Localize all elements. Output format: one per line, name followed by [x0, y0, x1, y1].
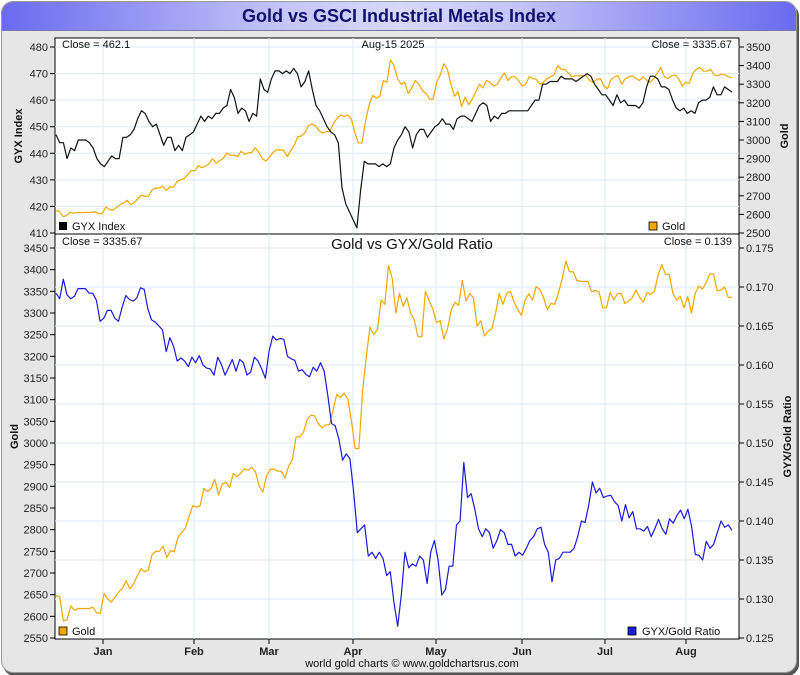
- y-tick-label: 3000: [24, 438, 48, 450]
- y-tick-label: 430: [30, 175, 48, 187]
- legend-swatch-gyx: [59, 222, 67, 230]
- top-panel: 480 470 460 450 440 430 420 410 3500 3400 3300 320…: [13, 37, 791, 240]
- x-tick-label: Feb: [184, 646, 204, 658]
- bottom-plot-area: [54, 233, 740, 640]
- series-line-ratio: [55, 278, 733, 627]
- y-tick-label: 0.170: [746, 282, 774, 294]
- x-tick-label: Aug: [675, 646, 696, 658]
- top-right-axis-title: Gold: [779, 123, 791, 148]
- y-tick-label: 3050: [24, 416, 48, 428]
- top-right-axis: 3500 3400 3300 3200 3100 3000 2900 2800 2700 2600…: [739, 42, 770, 240]
- series-line-gold: [55, 59, 733, 218]
- y-tick-label: 3100: [746, 116, 770, 128]
- y-tick-label: 0.140: [746, 516, 774, 528]
- y-tick-label: 2600: [24, 611, 48, 623]
- bottom-right-axis: 0.175 0.170 0.165 0.160 0.155 0.150 0.145 0.140…: [739, 243, 774, 645]
- y-tick-label: 3150: [24, 373, 48, 385]
- x-axis: Jan Feb Mar Apr May Jun Jul Aug: [94, 639, 697, 658]
- y-tick-label: 2800: [24, 525, 48, 537]
- bottom-panel-title: Gold vs GYX/Gold Ratio: [331, 236, 493, 253]
- y-tick-label: 0.175: [746, 243, 774, 255]
- bottom-left-close-label: Close = 3335.67: [62, 236, 142, 248]
- y-tick-label: 2950: [24, 460, 48, 472]
- y-tick-label: 2900: [24, 481, 48, 493]
- x-tick-label: Apr: [344, 646, 364, 658]
- series-line-gold: [55, 260, 732, 622]
- top-series: [55, 59, 733, 229]
- y-tick-label: 3000: [746, 135, 770, 147]
- x-tick-label: Jul: [597, 646, 613, 658]
- y-tick-label: 0.160: [746, 360, 774, 372]
- y-tick-label: 3350: [24, 286, 48, 298]
- bottom-right-close-label: Close = 0.139: [664, 236, 732, 248]
- y-tick-label: 3100: [24, 395, 48, 407]
- x-tick-label: Jun: [512, 646, 532, 658]
- y-tick-label: 0.125: [746, 633, 774, 645]
- y-tick-label: 480: [30, 42, 48, 54]
- date-label: Aug-15 2025: [362, 39, 425, 51]
- chart-title: Gold vs GSCI Industrial Metals Index: [241, 6, 557, 26]
- y-tick-label: 3450: [24, 243, 48, 255]
- legend-swatch-gold: [58, 626, 68, 636]
- y-tick-label: 3400: [24, 265, 48, 277]
- legend-swatch-gold: [648, 221, 658, 231]
- y-tick-label: 3400: [746, 61, 770, 73]
- y-tick-label: 2650: [24, 590, 48, 602]
- y-tick-label: 3200: [746, 98, 770, 110]
- bottom-gridlines: [55, 234, 739, 639]
- credit-text: world gold charts © www.goldchartsrus.co…: [304, 658, 519, 670]
- y-tick-label: 0.165: [746, 321, 774, 333]
- y-tick-label: 3250: [24, 330, 48, 342]
- legend-label-ratio: GYX/Gold Ratio: [642, 626, 720, 638]
- y-tick-label: 0.135: [746, 555, 774, 567]
- y-tick-label: 2600: [746, 209, 770, 221]
- bottom-series: [55, 260, 733, 627]
- y-tick-label: 0.130: [746, 594, 774, 606]
- y-tick-label: 2500: [746, 228, 770, 240]
- y-tick-label: 3300: [746, 79, 770, 91]
- y-tick-label: 450: [30, 122, 48, 134]
- x-tick-label: May: [425, 646, 447, 658]
- legend-label-gold: Gold: [662, 221, 685, 233]
- y-tick-label: 0.155: [746, 399, 774, 411]
- legend-label-gold: Gold: [72, 626, 95, 638]
- y-tick-label: 0.145: [746, 477, 774, 489]
- top-left-close-label: Close = 462.1: [62, 39, 130, 51]
- y-tick-label: 0.150: [746, 438, 774, 450]
- y-tick-label: 460: [30, 95, 48, 107]
- y-tick-label: 2700: [746, 191, 770, 203]
- x-tick-label: Jan: [94, 646, 113, 658]
- y-tick-label: 2900: [746, 154, 770, 166]
- y-tick-label: 2750: [24, 546, 48, 558]
- y-tick-label: 2700: [24, 568, 48, 580]
- bottom-panel: 3450 3400 3350 3300 3250 3200 3150 3100 3050 3000…: [9, 233, 794, 658]
- legend-swatch-ratio: [627, 626, 637, 636]
- legend-label-gyx: GYX Index: [72, 221, 126, 233]
- top-gridlines: [55, 38, 739, 234]
- bottom-right-axis-title: GYX/Gold Ratio: [782, 395, 794, 477]
- bottom-left-axis: 3450 3400 3350 3300 3250 3200 3150 3100 3050 3000…: [24, 243, 55, 645]
- bottom-left-axis-title: Gold: [9, 424, 21, 449]
- y-tick-label: 410: [30, 228, 48, 240]
- y-tick-label: 2850: [24, 503, 48, 515]
- top-left-axis-title: GYX Index: [13, 108, 25, 164]
- title-bar: Gold vs GSCI Industrial Metals Index: [2, 2, 796, 31]
- top-right-close-label: Close = 3335.67: [652, 39, 732, 51]
- top-plot-area: [54, 37, 740, 235]
- y-tick-label: 3300: [24, 308, 48, 320]
- y-tick-label: 420: [30, 201, 48, 213]
- y-tick-label: 2550: [24, 633, 48, 645]
- top-left-axis: 480 470 460 450 440 430 420 410: [30, 42, 55, 240]
- x-tick-label: Mar: [259, 646, 279, 658]
- y-tick-label: 3200: [24, 351, 48, 363]
- series-line-gyx: [55, 67, 733, 229]
- y-tick-label: 440: [30, 148, 48, 160]
- y-tick-label: 470: [30, 69, 48, 81]
- y-tick-label: 2800: [746, 172, 770, 184]
- y-tick-label: 3500: [746, 42, 770, 54]
